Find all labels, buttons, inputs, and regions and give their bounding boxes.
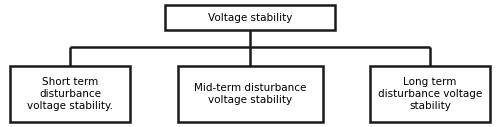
Text: Short term
disturbance
voltage stability.: Short term disturbance voltage stability… (27, 77, 113, 111)
Text: Mid-term disturbance
voltage stability: Mid-term disturbance voltage stability (194, 83, 306, 105)
FancyBboxPatch shape (370, 66, 490, 122)
FancyBboxPatch shape (10, 66, 130, 122)
Text: Voltage stability: Voltage stability (208, 13, 292, 23)
Text: Long term
disturbance voltage
stability: Long term disturbance voltage stability (378, 77, 482, 111)
FancyBboxPatch shape (165, 5, 335, 30)
FancyBboxPatch shape (178, 66, 322, 122)
